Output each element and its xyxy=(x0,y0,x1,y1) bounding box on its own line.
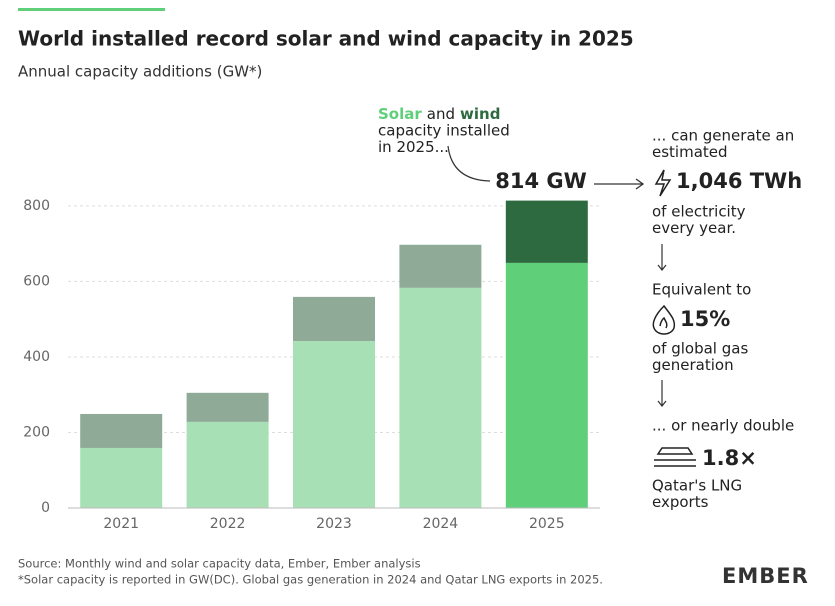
x-tick-label: 2021 xyxy=(103,516,139,532)
bar-segment xyxy=(80,447,163,508)
accent-bar xyxy=(18,8,165,11)
bolt-icon xyxy=(654,169,672,197)
bar-segment xyxy=(80,413,163,448)
ship-icon xyxy=(654,447,696,467)
x-tick-label: 2023 xyxy=(316,516,352,532)
y-tick-label: 0 xyxy=(41,500,50,516)
legend-entry: wind xyxy=(460,105,500,123)
connector xyxy=(447,145,491,182)
total-label: 814 GW xyxy=(495,169,587,193)
annotation-text: of electricity xyxy=(652,203,746,221)
arrow xyxy=(657,380,667,407)
annotation-text: in 2025... xyxy=(378,138,449,156)
annotation-text: Equivalent to xyxy=(652,281,751,299)
y-tick-label: 400 xyxy=(23,349,50,365)
annotation-text: exports xyxy=(652,493,709,511)
bar-segment xyxy=(293,296,375,342)
legend-text: Solar and wind xyxy=(378,105,500,123)
annotation-text: Qatar's LNG xyxy=(652,477,742,495)
gas-share-value: 15% xyxy=(680,307,730,331)
arrow xyxy=(594,178,645,190)
footnote: *Solar capacity is reported in GW(DC). G… xyxy=(18,573,603,587)
bar-segment xyxy=(186,421,269,508)
legend-entry: Solar xyxy=(378,105,422,123)
bar-segment xyxy=(399,244,482,288)
x-tick-label: 2025 xyxy=(529,516,565,532)
flame-icon xyxy=(652,304,676,335)
y-tick-label: 800 xyxy=(23,198,50,214)
generation-value: 1,046 TWh xyxy=(676,169,802,193)
x-tick-label: 2022 xyxy=(210,516,246,532)
annotation-text: capacity installed xyxy=(378,122,510,140)
source: Source: Monthly wind and solar capacity … xyxy=(18,557,421,571)
annotation-text: generation xyxy=(652,356,734,374)
y-tick-label: 200 xyxy=(23,424,50,440)
bar-segment xyxy=(186,392,269,422)
chart-title: World installed record solar and wind ca… xyxy=(18,27,634,51)
lng-ratio-value: 1.8× xyxy=(702,446,757,470)
annotation-text: ... can generate an xyxy=(652,127,794,145)
logo: EMBER xyxy=(722,564,809,588)
bar-segment xyxy=(399,287,482,508)
annotation-text: of global gas xyxy=(652,340,748,358)
arrow xyxy=(657,244,667,271)
y-tick-label: 600 xyxy=(23,273,50,289)
annotation-text: estimated xyxy=(652,143,728,161)
x-tick-label: 2024 xyxy=(423,516,459,532)
legend-joiner: and xyxy=(427,105,455,123)
chart-subtitle: Annual capacity additions (GW*) xyxy=(18,63,262,81)
bar-segment xyxy=(505,262,588,508)
annotation-text: every year. xyxy=(652,219,736,237)
bar-segment xyxy=(293,341,375,508)
annotation-text: ... or nearly double xyxy=(652,417,794,435)
bar-segment xyxy=(505,200,588,263)
